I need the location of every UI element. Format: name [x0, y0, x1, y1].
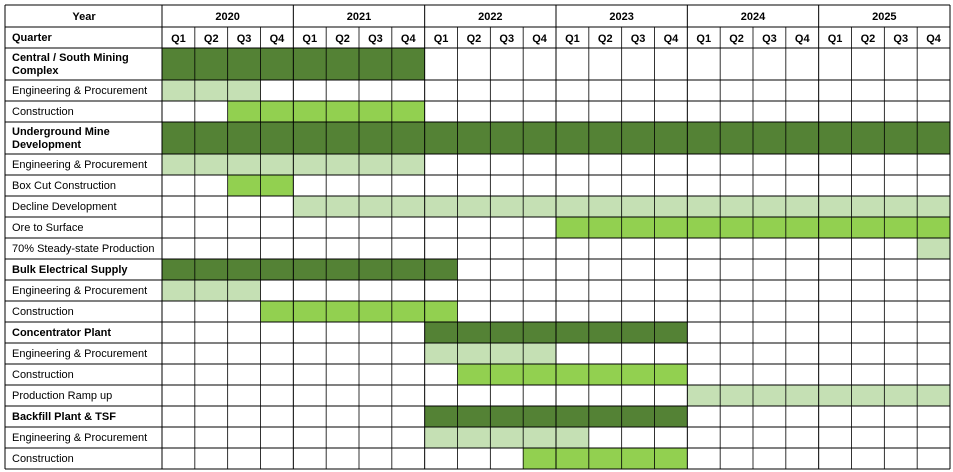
quarter-label: Q4	[532, 33, 548, 45]
year-label: 2025	[872, 11, 896, 23]
gantt-bar-engineering	[917, 238, 950, 259]
quarter-header-label: Quarter	[12, 32, 52, 44]
quarter-label: Q2	[598, 33, 613, 45]
row-label: Construction	[12, 369, 74, 381]
row-label: Bulk Electrical Supply	[12, 264, 128, 276]
gantt-bar-summary	[162, 259, 458, 280]
quarter-label: Q4	[270, 33, 286, 45]
year-header-label: Year	[72, 11, 96, 23]
year-label: 2023	[609, 11, 633, 23]
gantt-bar-engineering	[162, 80, 261, 101]
quarter-label: Q2	[204, 33, 219, 45]
quarter-label: Q3	[762, 33, 777, 45]
quarter-label: Q4	[401, 33, 417, 45]
quarter-label: Q2	[729, 33, 744, 45]
row-label: Underground Mine Development	[12, 126, 110, 151]
row-label: Construction	[12, 306, 74, 318]
row-label: Engineering & Procurement	[12, 348, 147, 360]
quarter-label: Q2	[467, 33, 482, 45]
quarter-label: Q4	[926, 33, 942, 45]
row-label: Box Cut Construction	[12, 180, 116, 192]
gantt-bar-engineering	[424, 427, 589, 448]
row-label: 70% Steady-state Production	[12, 243, 154, 255]
row-label: Concentrator Plant	[12, 327, 111, 339]
year-label: 2021	[347, 11, 371, 23]
row-label: Engineering & Procurement	[12, 432, 147, 444]
row-label: Construction	[12, 453, 74, 465]
quarter-label: Q3	[893, 33, 908, 45]
row-label: Construction	[12, 106, 74, 118]
year-label: 2020	[215, 11, 239, 23]
quarter-label: Q3	[631, 33, 646, 45]
row-label: Engineering & Procurement	[12, 85, 147, 97]
quarter-label: Q4	[795, 33, 811, 45]
quarter-label: Q1	[434, 33, 449, 45]
quarter-label: Q3	[499, 33, 514, 45]
row-label: Production Ramp up	[12, 390, 112, 402]
row-label: Ore to Surface	[12, 222, 84, 234]
year-label: 2022	[478, 11, 502, 23]
row-label: Engineering & Procurement	[12, 159, 147, 171]
quarter-label: Q1	[171, 33, 186, 45]
quarter-label: Q1	[696, 33, 711, 45]
quarter-label: Q1	[828, 33, 843, 45]
gantt-bar-engineering	[162, 280, 261, 301]
row-label: Central / South Mining Complex	[12, 52, 129, 77]
row-label: Backfill Plant & TSF	[12, 411, 116, 423]
row-label: Engineering & Procurement	[12, 285, 147, 297]
row-label: Decline Development	[12, 201, 117, 213]
quarter-label: Q3	[237, 33, 252, 45]
year-label: 2024	[741, 11, 766, 23]
gantt-bar-construction	[523, 448, 688, 469]
quarter-label: Q3	[368, 33, 383, 45]
quarter-label: Q2	[861, 33, 876, 45]
quarter-label: Q1	[565, 33, 580, 45]
quarter-label: Q2	[335, 33, 350, 45]
gantt-bar-construction	[457, 364, 688, 385]
quarter-label: Q1	[302, 33, 317, 45]
quarter-label: Q4	[664, 33, 680, 45]
